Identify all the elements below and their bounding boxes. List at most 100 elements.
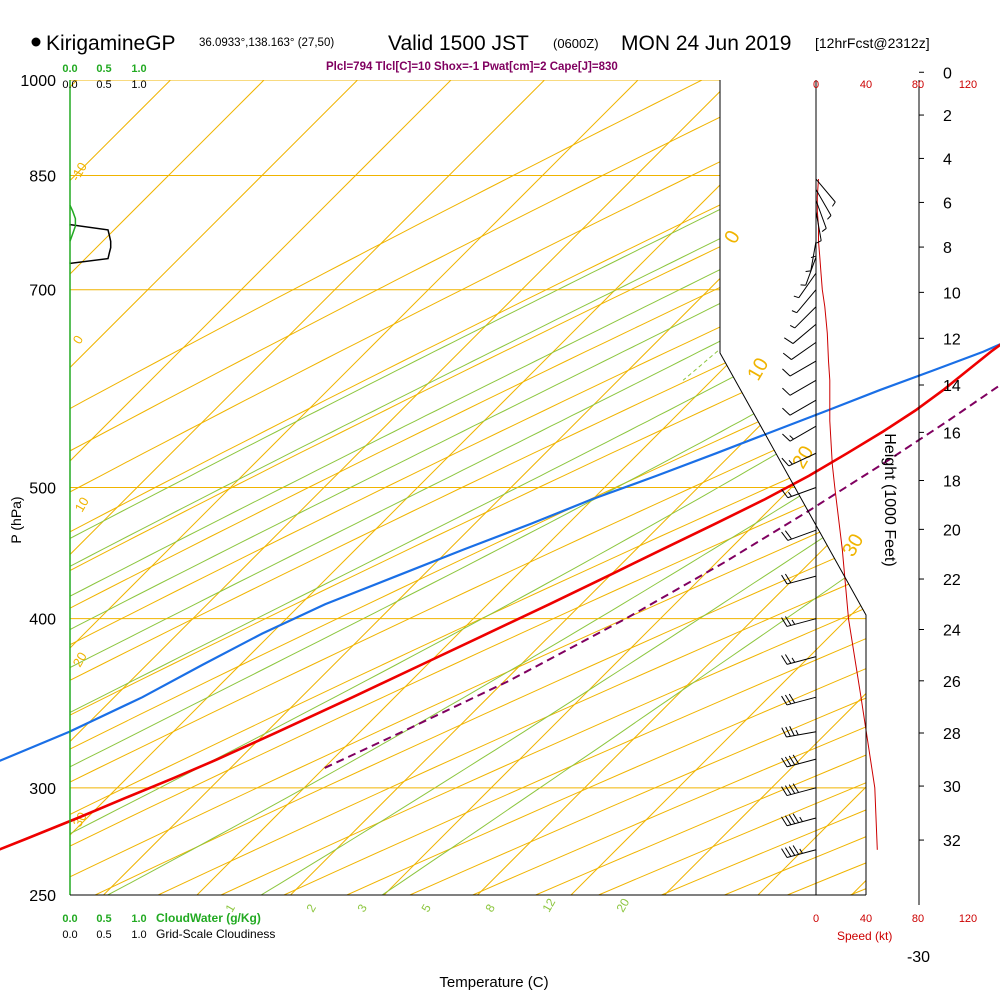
wind-barb-shaft: [788, 452, 817, 467]
isotherm: [70, 80, 452, 895]
wind-barb-flag: [792, 845, 800, 855]
wind-barb-flag: [788, 784, 796, 794]
dry-adiabat: [70, 80, 866, 895]
cloudwater-tick-top: 1.0: [131, 63, 146, 75]
height-tick-label: 16: [943, 425, 961, 442]
wind-barb: [782, 379, 817, 396]
wind-barb-shaft: [786, 817, 817, 827]
moist-adiabat: [221, 80, 866, 895]
mixing-ratio-line: [758, 80, 866, 381]
wind-barb-half-flag: [816, 240, 822, 244]
wind-barb-flag: [785, 726, 791, 737]
speed-tick-bottom: 80: [912, 913, 924, 925]
dry-adiabat-label: 10: [72, 494, 92, 514]
wind-barb-flag: [781, 757, 788, 768]
wind-barb-flag: [781, 848, 788, 858]
wind-barb-flag: [784, 530, 792, 540]
cloudiness-tick-bottom: 0.5: [96, 929, 111, 941]
wind-barb: [781, 616, 817, 627]
speed-tick-top: 120: [959, 79, 977, 91]
mixing-ratio-label: 3: [354, 901, 370, 914]
height-tick-label: 4: [943, 151, 952, 168]
height-tick-label: 30: [943, 779, 961, 796]
pressure-tick-label: 700: [29, 283, 56, 300]
pressure-tick-label: 1000: [20, 73, 56, 90]
wind-barb-half-flag: [831, 201, 836, 207]
wind-barb-flag: [784, 573, 792, 584]
wind-barb-half-flag: [789, 435, 794, 440]
wind-barb: [815, 178, 836, 207]
temperature-trace: [0, 343, 1000, 851]
pressure-tick-label: 250: [29, 888, 56, 905]
cloudiness-tick-bottom: 1.0: [131, 929, 146, 941]
moist-adiabat: [346, 80, 866, 895]
height-tick-label: 20: [943, 522, 961, 539]
wind-barb-flag: [781, 727, 787, 738]
height-tick-label: 0: [943, 65, 952, 82]
dry-adiabat: [70, 80, 866, 895]
indices-line: Plcl=794 Tlcl[C]=10 Shox=-1 Pwat[cm]=2 C…: [326, 61, 618, 73]
wind-barb-shaft: [787, 529, 817, 541]
side-panels: [69, 178, 878, 859]
cloudwater-label: CloudWater (g/Kg): [156, 911, 261, 925]
sounding-traces: [0, 343, 1000, 851]
wind-barb-shaft: [815, 200, 827, 229]
wind-barb-half-flag: [788, 491, 792, 497]
wind-barb-shaft: [805, 256, 817, 286]
mixing-ratio-line: [927, 80, 1000, 380]
speed-tick-bottom: 40: [860, 913, 872, 925]
mixing-ratio-line: [805, 80, 866, 381]
height-tick-label: 10: [943, 285, 961, 302]
dry-adiabat-label: 20: [788, 442, 818, 472]
wind-barb-shaft: [791, 341, 817, 360]
wind-barb: [781, 783, 817, 797]
wind-barb: [781, 452, 817, 467]
wind-barb-flag: [784, 337, 794, 344]
dry-adiabat: [355, 80, 866, 895]
wind-barb: [793, 272, 817, 299]
wind-barb-shaft: [789, 379, 817, 396]
cloudiness-tick-top: 1.0: [131, 79, 146, 91]
wind-barb: [781, 654, 817, 665]
wind-barb: [781, 813, 817, 827]
y-axis-label: P (hPa): [8, 496, 24, 543]
mixing-ratio-label: 2: [303, 901, 319, 914]
wind-barb-flag: [782, 387, 791, 396]
wind-barb: [805, 241, 817, 272]
station-name: KirigamineGP: [46, 32, 176, 55]
wind-barb: [781, 754, 817, 768]
wind-barb-shaft: [786, 696, 817, 706]
wind-barb-shaft: [815, 189, 832, 216]
height-tick-label: 2: [943, 108, 952, 125]
wind-barb-flag: [788, 814, 796, 824]
wind-barb-shaft: [787, 487, 817, 499]
mixing-ratio-label: 20: [613, 896, 632, 915]
wind-barb-flag: [781, 617, 788, 627]
axes: 2503004005007008501000-30-20-10010203040…: [20, 63, 977, 966]
moist-adiabat: [70, 80, 866, 895]
wind-barb-shaft: [786, 849, 817, 859]
cloudiness-tick-top: 0.0: [62, 79, 77, 91]
wind-barb-flag: [782, 352, 792, 360]
wind-barb-shaft: [794, 306, 817, 329]
isotherm: [570, 80, 866, 895]
dry-adiabat: [480, 80, 866, 895]
cloudwater-tick-bottom: 0.5: [96, 913, 111, 925]
cloudiness-profile: [69, 223, 112, 265]
height-tick-label: 22: [943, 572, 961, 589]
mixing-ratio-label: 5: [418, 901, 434, 914]
moist-adiabat: [70, 80, 866, 895]
cloudwater-profile: [69, 204, 77, 242]
wind-barb: [782, 399, 817, 416]
isotherm: [70, 80, 358, 895]
wind-barb-flag: [782, 368, 791, 377]
wind-barb-flag: [784, 756, 792, 767]
dry-adiabat: [604, 80, 866, 895]
dry-adiabat: [417, 80, 866, 895]
speed-tick-top: 0: [813, 79, 819, 91]
moist-adiabat: [70, 80, 866, 895]
height-tick-label: 12: [943, 331, 961, 348]
wind-barb-flag: [784, 694, 792, 705]
dry-adiabat-label: 20: [70, 649, 90, 669]
cloudwater-tick-bottom: 0.0: [62, 913, 77, 925]
